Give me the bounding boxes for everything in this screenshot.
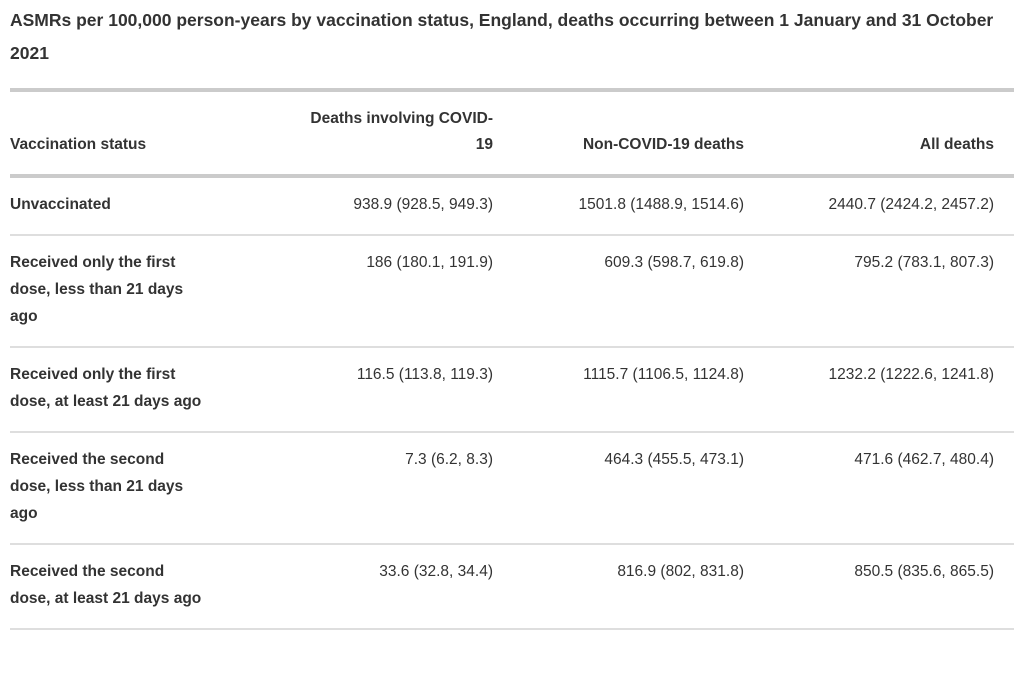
col-header-non-covid-deaths: Non-COVID-19 deaths: [582, 136, 744, 153]
cell-all-deaths: 795.2 (783.1, 807.3): [854, 254, 994, 271]
row-label: Received only the first dose, less than …: [10, 254, 184, 325]
col-header-deaths-involving-covid-label: Deaths involving COVID-19: [310, 110, 493, 153]
row-label: Received the second dose, less than 21 d…: [10, 451, 184, 522]
cell-non-covid-deaths: 464.3 (455.5, 473.1): [604, 451, 744, 468]
cell-covid-deaths: 33.6 (32.8, 34.4): [379, 563, 493, 580]
col-header-deaths-involving-covid: Deaths involving COVID-19: [290, 90, 493, 176]
cell-non-covid-deaths: 609.3 (598.7, 619.8): [604, 254, 744, 271]
cell-all-deaths: 850.5 (835.6, 865.5): [854, 563, 994, 580]
cell-all-deaths: 2440.7 (2424.2, 2457.2): [828, 196, 994, 213]
cell-non-covid-deaths: 1115.7 (1106.5, 1124.8): [583, 366, 744, 383]
cell-covid-deaths: 938.9 (928.5, 949.3): [353, 196, 493, 213]
asmr-table: Vaccination status Deaths involving COVI…: [10, 88, 1014, 630]
cell-covid-deaths: 186 (180.1, 191.9): [366, 254, 493, 271]
table-header: Vaccination status Deaths involving COVI…: [10, 90, 1014, 176]
table-row-first-dose-under-21-days: Received only the first dose, less than …: [10, 235, 1014, 347]
cell-all-deaths: 471.6 (462.7, 480.4): [854, 451, 994, 468]
cell-non-covid-deaths: 816.9 (802, 831.8): [617, 563, 744, 580]
col-header-all-deaths: All deaths: [919, 136, 994, 153]
table-row-first-dose-at-least-21-days: Received only the first dose, at least 2…: [10, 347, 1014, 432]
row-label: Unvaccinated: [10, 196, 111, 213]
row-label: Received only the first dose, at least 2…: [10, 366, 202, 410]
table-row-second-dose-at-least-21-days: Received the second dose, at least 21 da…: [10, 544, 1014, 629]
cell-covid-deaths: 116.5 (113.8, 119.3): [356, 366, 493, 383]
table-row-second-dose-under-21-days: Received the second dose, less than 21 d…: [10, 432, 1014, 544]
row-label: Received the second dose, at least 21 da…: [10, 563, 202, 607]
table-title: ASMRs per 100,000 person-years by vaccin…: [10, 10, 994, 63]
table-body: Unvaccinated 938.9 (928.5, 949.3) 1501.8…: [10, 176, 1014, 629]
header-row: Vaccination status Deaths involving COVI…: [10, 90, 1014, 176]
cell-covid-deaths: 7.3 (6.2, 8.3): [405, 451, 493, 468]
col-header-vaccination-status: Vaccination status: [10, 136, 147, 153]
asmr-table-page: ASMRs per 100,000 person-years by vaccin…: [0, 4, 1024, 630]
cell-all-deaths: 1232.2 (1222.6, 1241.8): [828, 366, 994, 383]
cell-non-covid-deaths: 1501.8 (1488.9, 1514.6): [578, 196, 744, 213]
table-row-unvaccinated: Unvaccinated 938.9 (928.5, 949.3) 1501.8…: [10, 176, 1014, 235]
